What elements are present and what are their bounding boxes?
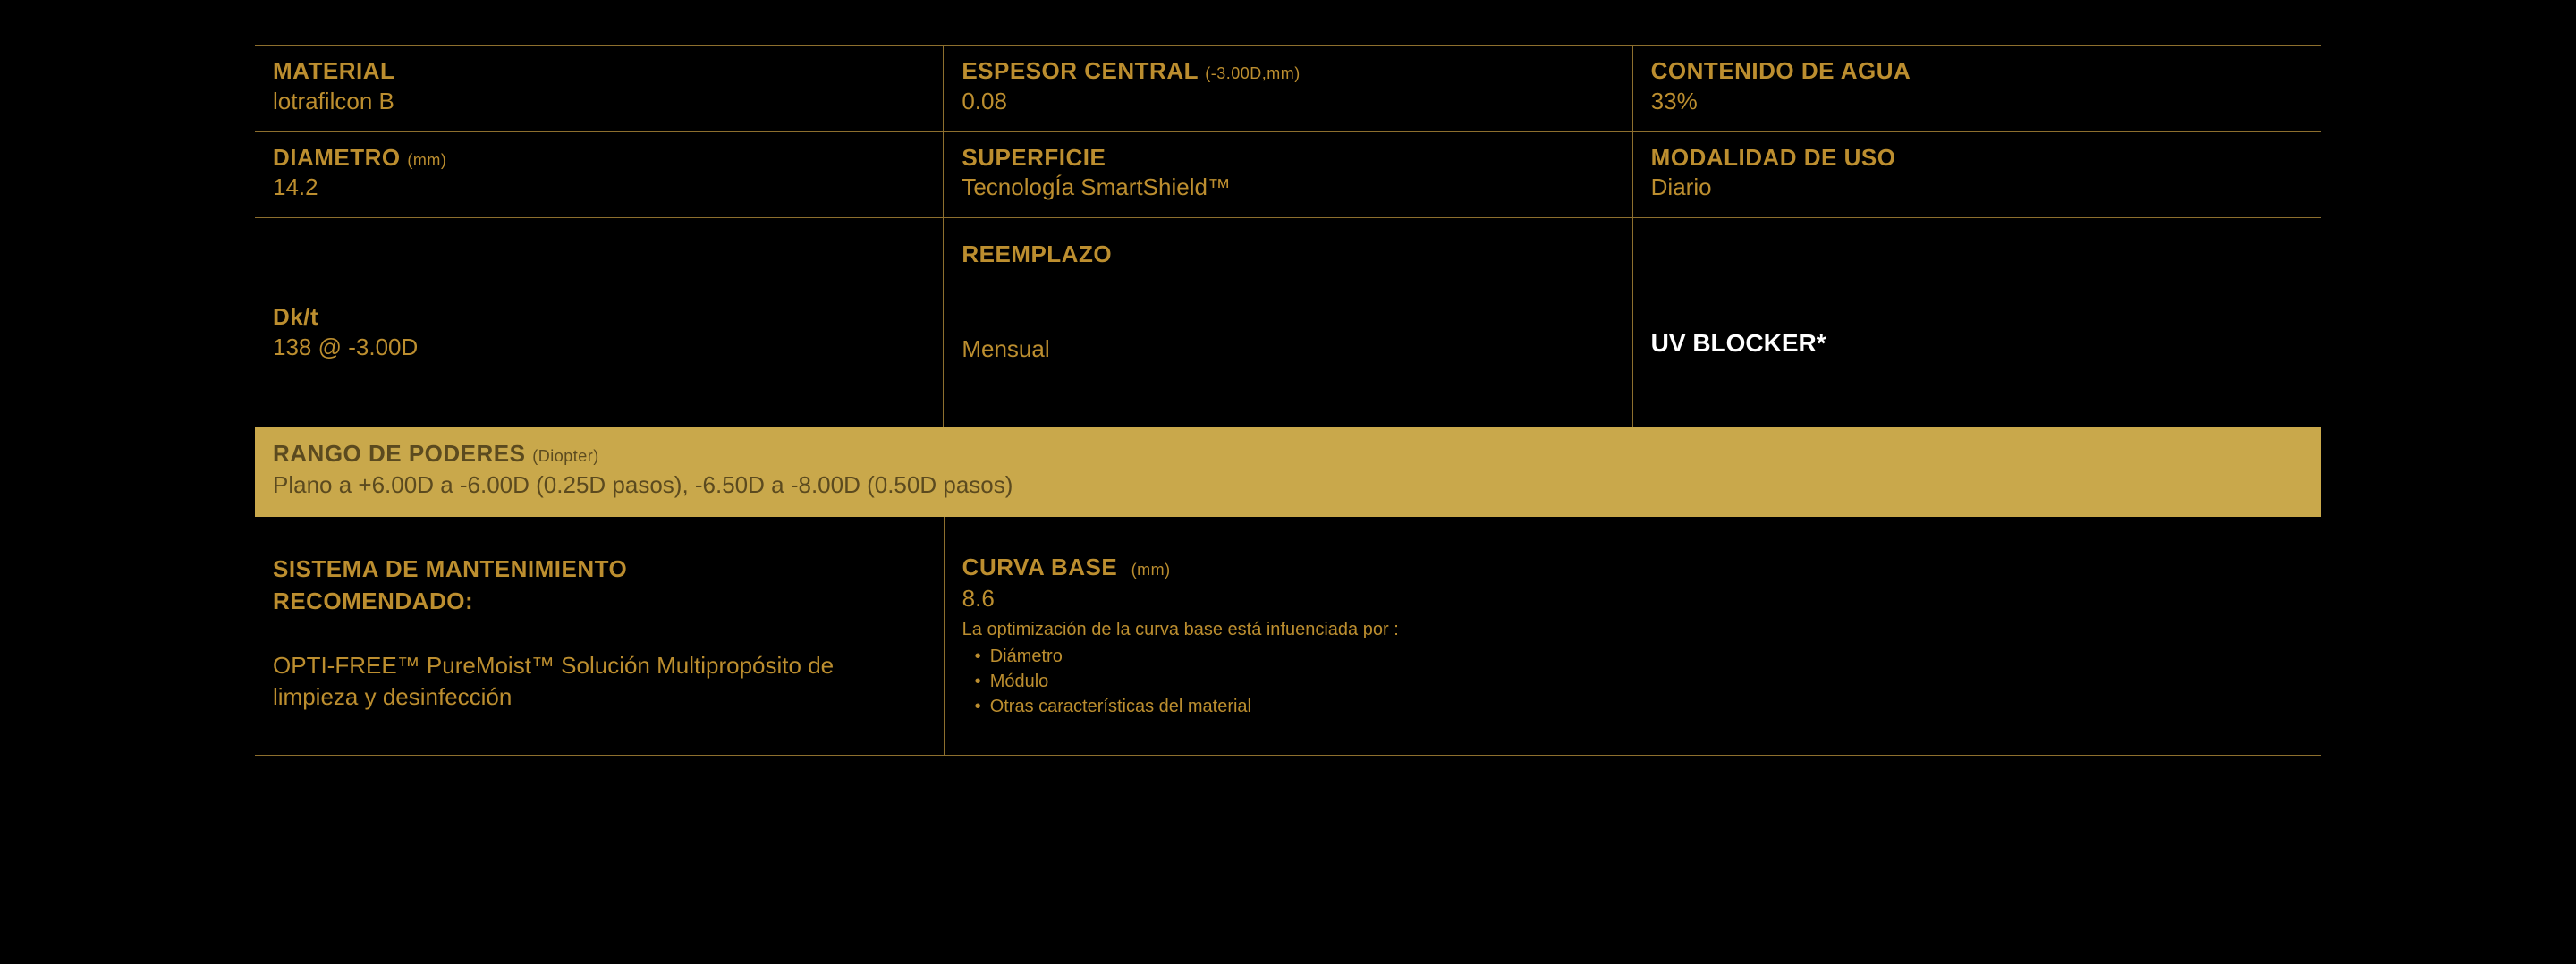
label-curve-sub: (mm): [1131, 561, 1171, 579]
value-curve: 8.6: [962, 585, 1615, 613]
cell-diameter: DIAMETRO (mm) 14.2: [255, 131, 943, 218]
value-powers: Plano a +6.00D a -6.00D (0.25D pasos), -…: [273, 471, 2303, 499]
label-diameter-sub: (mm): [407, 151, 446, 169]
label-powers-sub: (Diopter): [532, 447, 599, 465]
cell-dkt: Dk/t 138 @ -3.00D: [255, 217, 943, 427]
label-dkt: Dk/t: [273, 302, 925, 333]
label-powers: RANGO DE PODERES (Diopter): [273, 440, 2303, 468]
value-water: 33%: [1651, 87, 2303, 117]
label-maintenance: SISTEMA DE MANTENIMIENTO RECOMENDADO:: [273, 553, 926, 618]
cell-maintenance: SISTEMA DE MANTENIMIENTO RECOMENDADO: OP…: [255, 517, 944, 755]
value-surface: TecnologÍa SmartShield™: [962, 173, 1614, 203]
label-thickness: ESPESOR CENTRAL (-3.00D,mm): [962, 56, 1614, 87]
curve-bullet: Otras características del material: [975, 694, 1615, 719]
spec-row-3: Dk/t 138 @ -3.00D REEMPLAZO Mensual UV B…: [255, 217, 2321, 427]
cell-material: MATERIAL lotrafilcon B: [255, 45, 943, 131]
value-replacement: Mensual: [962, 334, 1614, 365]
label-maintenance-line2: RECOMENDADO:: [273, 588, 473, 614]
note-curve: La optimización de la curva base está in…: [962, 620, 1615, 640]
spec-row-2: DIAMETRO (mm) 14.2 SUPERFICIE TecnologÍa…: [255, 131, 2321, 218]
label-surface: SUPERFICIE: [962, 143, 1614, 173]
curve-bullet-list: Diámetro Módulo Otras características de…: [962, 644, 1615, 719]
cell-water: CONTENIDO DE AGUA 33%: [1632, 45, 2321, 131]
label-maintenance-line1: SISTEMA DE MANTENIMIENTO: [273, 555, 627, 582]
label-thickness-sub: (-3.00D,mm): [1205, 64, 1301, 82]
label-thickness-text: ESPESOR CENTRAL: [962, 57, 1198, 84]
specifications-table: MATERIAL lotrafilcon B ESPESOR CENTRAL (…: [255, 45, 2321, 756]
value-dkt: 138 @ -3.00D: [273, 333, 925, 363]
cell-empty: [1632, 517, 2321, 755]
powers-banner: RANGO DE PODERES (Diopter) Plano a +6.00…: [255, 427, 2321, 517]
curve-bullet: Módulo: [975, 669, 1615, 694]
value-maintenance: OPTI-FREE™ PureMoist™ Solución Multiprop…: [273, 650, 926, 713]
label-curve: CURVA BASE (mm): [962, 553, 1615, 583]
label-water: CONTENIDO DE AGUA: [1651, 56, 2303, 87]
cell-uv: UV BLOCKER*: [1632, 217, 2321, 427]
value-material: lotrafilcon B: [273, 87, 925, 117]
cell-surface: SUPERFICIE TecnologÍa SmartShield™: [943, 131, 1631, 218]
label-usage: MODALIDAD DE USO: [1651, 143, 2303, 173]
label-material: MATERIAL: [273, 56, 925, 87]
value-diameter: 14.2: [273, 173, 925, 203]
label-uv-blocker: UV BLOCKER*: [1651, 329, 2303, 358]
label-diameter-text: DIAMETRO: [273, 144, 401, 171]
label-curve-text: CURVA BASE: [962, 554, 1118, 580]
label-replacement: REEMPLAZO: [962, 240, 1614, 270]
cell-curve: CURVA BASE (mm) 8.6 La optimización de l…: [944, 517, 1633, 755]
cell-replacement: REEMPLAZO Mensual: [943, 217, 1631, 427]
label-powers-text: RANGO DE PODERES: [273, 440, 526, 467]
value-usage: Diario: [1651, 173, 2303, 203]
cell-usage: MODALIDAD DE USO Diario: [1632, 131, 2321, 218]
spec-row-1: MATERIAL lotrafilcon B ESPESOR CENTRAL (…: [255, 45, 2321, 131]
spec-row-5: SISTEMA DE MANTENIMIENTO RECOMENDADO: OP…: [255, 517, 2321, 756]
label-diameter: DIAMETRO (mm): [273, 143, 925, 173]
cell-thickness: ESPESOR CENTRAL (-3.00D,mm) 0.08: [943, 45, 1631, 131]
curve-bullet: Diámetro: [975, 644, 1615, 669]
value-thickness: 0.08: [962, 87, 1614, 117]
